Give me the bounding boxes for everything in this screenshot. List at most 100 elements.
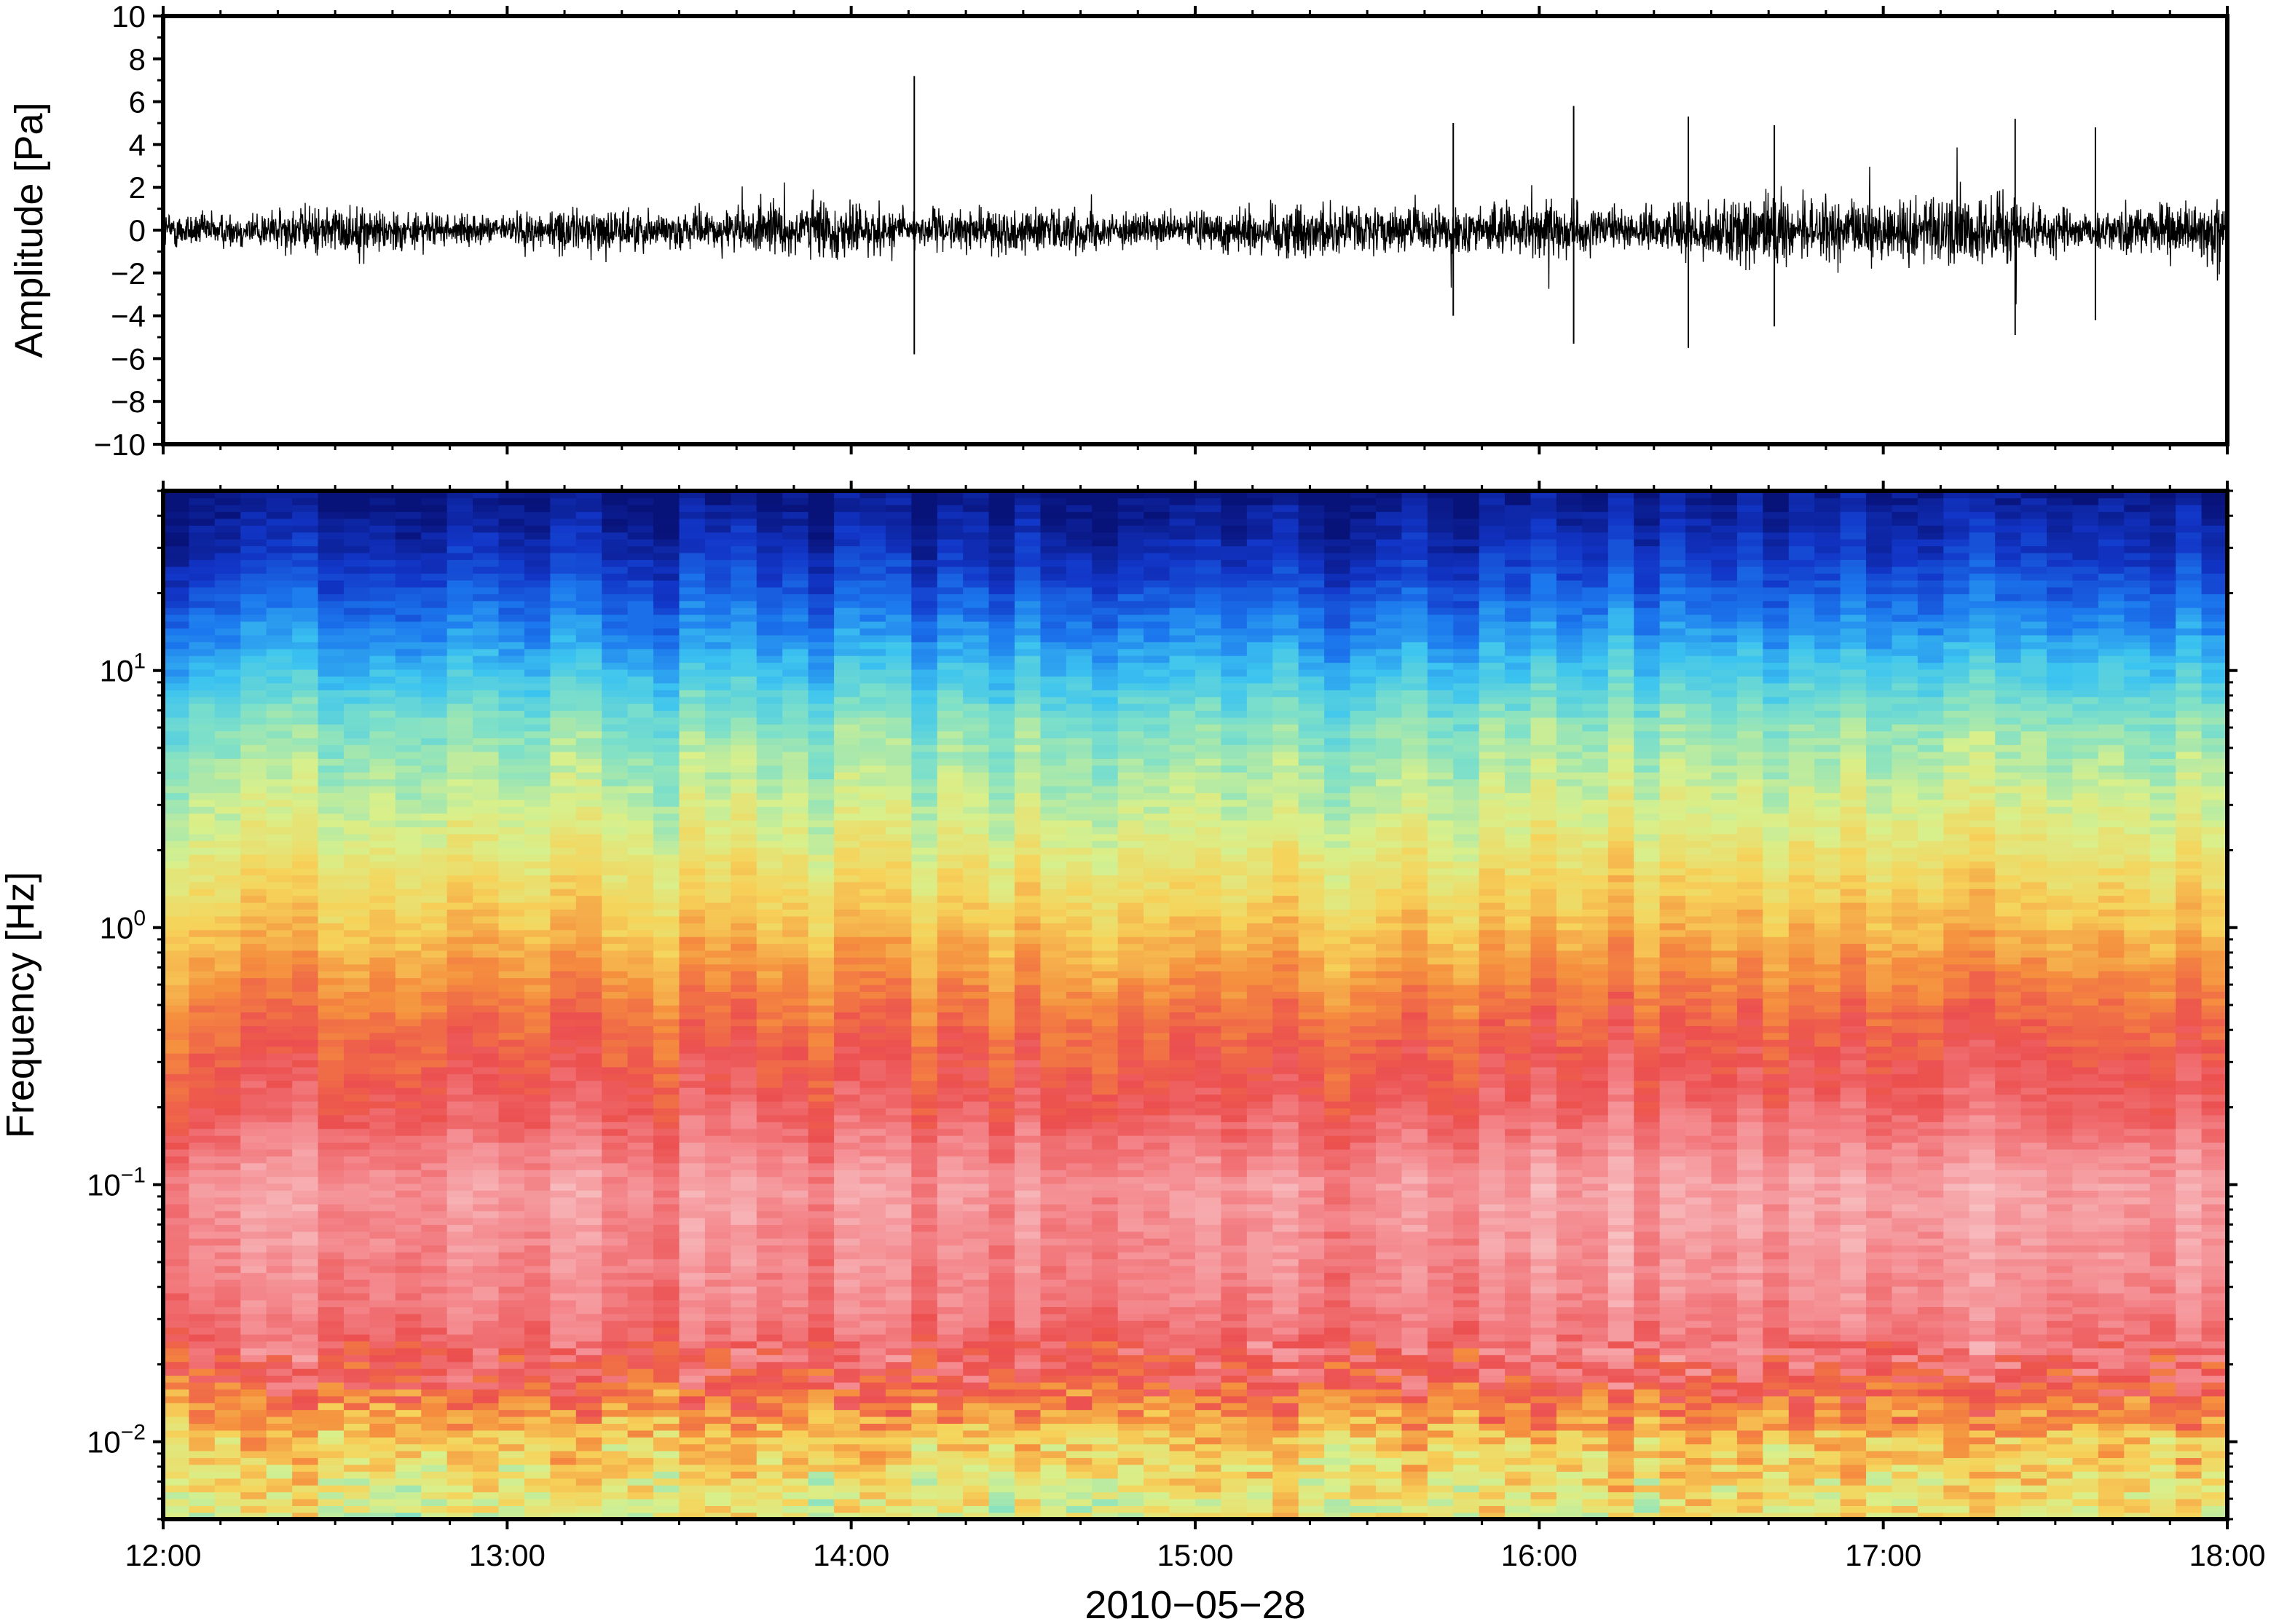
spectrogram-cell	[343, 1361, 371, 1369]
spectrogram-cell	[653, 642, 680, 650]
spectrogram-cell	[446, 737, 473, 746]
spectrogram-cell	[782, 655, 809, 663]
spectrogram-cell	[756, 977, 783, 985]
spectrogram-cell	[963, 771, 990, 780]
spectrogram-cell	[859, 1073, 886, 1081]
spectrogram-cell	[421, 1306, 448, 1314]
spectrogram-cell	[963, 758, 990, 766]
spectrogram-cell	[318, 1478, 345, 1486]
spectrogram-cell	[550, 1018, 577, 1027]
spectrogram-cell	[266, 511, 293, 519]
spectrogram-cell	[292, 867, 319, 875]
spectrogram-cell	[653, 1169, 680, 1178]
spectrogram-cell	[473, 1293, 500, 1301]
spectrogram-cell	[704, 765, 732, 773]
spectrogram-cell	[653, 545, 680, 553]
spectrogram-cell	[911, 1039, 938, 1047]
spectrogram-cell	[782, 779, 809, 787]
spectrogram-cell	[859, 1210, 886, 1218]
spectrogram-cell	[189, 765, 216, 773]
spectrogram-cell	[163, 1114, 190, 1122]
spectrogram-cell	[421, 751, 448, 759]
spectrogram-cell	[421, 950, 448, 958]
spectrogram-cell	[395, 600, 422, 608]
spectrogram-cell	[963, 1238, 990, 1246]
spectrogram-cell	[524, 1430, 551, 1438]
spectrogram-cell	[343, 1347, 371, 1355]
spectrogram-cell	[421, 888, 448, 896]
spectrogram-cell	[575, 1389, 603, 1397]
spectrogram-cell	[473, 525, 500, 533]
spectrogram-cell	[189, 1327, 216, 1335]
spectrogram-cell	[885, 970, 913, 979]
spectrogram-cell	[163, 902, 190, 910]
spectrogram-cell	[731, 984, 757, 992]
spectrogram-cell	[859, 1245, 886, 1253]
spectrogram-cell	[473, 634, 500, 642]
spectrogram-cell	[756, 1156, 783, 1164]
spectrogram-cell	[679, 1443, 706, 1451]
spectrogram-cell	[679, 779, 706, 787]
spectrogram-cell	[756, 1176, 783, 1184]
spectrogram-cell	[343, 662, 371, 670]
spectrogram-cell	[473, 1512, 500, 1519]
spectrogram-cell	[834, 915, 861, 923]
spectrogram-cell	[550, 1512, 577, 1519]
spectrogram-cell	[395, 1306, 422, 1314]
spectrogram-cell	[369, 710, 396, 718]
spectrogram-cell	[524, 1341, 551, 1349]
spectrogram-cell	[731, 970, 757, 979]
spectrogram-cell	[679, 545, 706, 553]
spectrogram-cell	[421, 875, 448, 883]
spectrogram-cell	[498, 594, 525, 602]
spectrogram-cell	[653, 943, 680, 951]
spectrogram-cell	[292, 792, 319, 800]
spectrogram-cell	[446, 1430, 473, 1438]
spectrogram-cell	[679, 1402, 706, 1411]
spectrogram-cell	[395, 1381, 422, 1390]
spectrogram-cell	[266, 1060, 293, 1068]
spectrogram-cell	[859, 634, 886, 642]
spectrogram-cell	[266, 552, 293, 560]
spectrogram-cell	[163, 806, 190, 814]
spectrogram-cell	[214, 504, 242, 513]
spectrogram-cell	[937, 566, 964, 574]
spectrogram-cell	[834, 1032, 861, 1040]
spectrogram-cell	[163, 1251, 190, 1260]
spectrogram-cell	[602, 1478, 629, 1486]
spectrogram-cell	[550, 703, 577, 712]
spectrogram-cell	[602, 1361, 629, 1369]
spectrogram-cell	[446, 1484, 473, 1493]
spectrogram-cell	[834, 1052, 861, 1061]
spectrogram-cell	[653, 1512, 680, 1519]
spectrogram-cell	[318, 614, 345, 622]
spectrogram-cell	[602, 1100, 629, 1108]
spectrogram-cell	[704, 710, 732, 718]
spectrogram-cell	[292, 771, 319, 780]
spectrogram-cell	[963, 1190, 990, 1198]
spectrogram-cell	[473, 1347, 500, 1355]
spectrogram-cell	[756, 1443, 783, 1451]
spectrogram-cell	[292, 518, 319, 526]
spectrogram-cell	[575, 518, 603, 526]
spectrogram-cell	[859, 963, 886, 971]
spectrogram-cell	[731, 655, 757, 663]
spectrogram-cell	[292, 1361, 319, 1369]
spectrogram-cell	[343, 950, 371, 958]
spectrogram-cell	[343, 1450, 371, 1459]
spectrogram-cell	[550, 936, 577, 945]
spectrogram-cell	[756, 669, 783, 677]
spectrogram-cell	[266, 1114, 293, 1122]
spectrogram-cell	[963, 984, 990, 992]
spectrogram-cell	[369, 1368, 396, 1376]
spectrogram-cell	[602, 1430, 629, 1438]
spectrogram-cell	[446, 1066, 473, 1074]
spectrogram-cell	[240, 1018, 267, 1027]
spectrogram-cell	[988, 1471, 1015, 1479]
spectrogram-cell	[524, 669, 551, 677]
spectrogram-cell	[885, 1333, 913, 1342]
spectrogram-cell	[885, 957, 913, 965]
spectrogram-cell	[859, 696, 886, 704]
spectrogram-cell	[292, 689, 319, 698]
spectrogram-cell	[292, 1142, 319, 1150]
